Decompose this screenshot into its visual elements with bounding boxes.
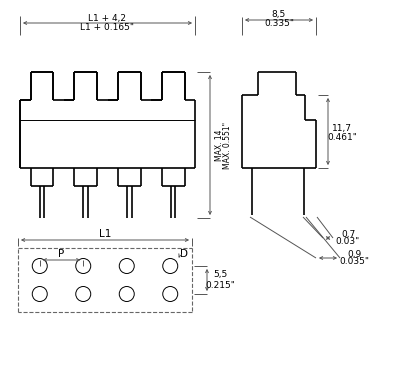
Text: L1: L1 <box>99 229 111 239</box>
Text: 0.335": 0.335" <box>264 20 294 29</box>
Text: 8,5: 8,5 <box>272 10 286 20</box>
Text: 0.03": 0.03" <box>336 237 360 246</box>
Text: 11,7: 11,7 <box>332 124 352 133</box>
Text: 0.035": 0.035" <box>339 257 369 266</box>
Text: 0,9: 0,9 <box>347 250 361 259</box>
Text: 0,7: 0,7 <box>341 230 355 239</box>
Text: 0.215": 0.215" <box>205 280 235 289</box>
Text: MAX. 0.551": MAX. 0.551" <box>224 121 232 168</box>
Text: L1 + 4,2: L1 + 4,2 <box>88 13 126 23</box>
Text: L1 + 0.165": L1 + 0.165" <box>80 23 134 33</box>
Text: 5,5: 5,5 <box>213 270 227 279</box>
Text: P: P <box>58 249 65 259</box>
Text: 0.461": 0.461" <box>327 133 357 142</box>
Text: MAX. 14: MAX. 14 <box>216 129 224 161</box>
Text: D: D <box>180 249 188 259</box>
